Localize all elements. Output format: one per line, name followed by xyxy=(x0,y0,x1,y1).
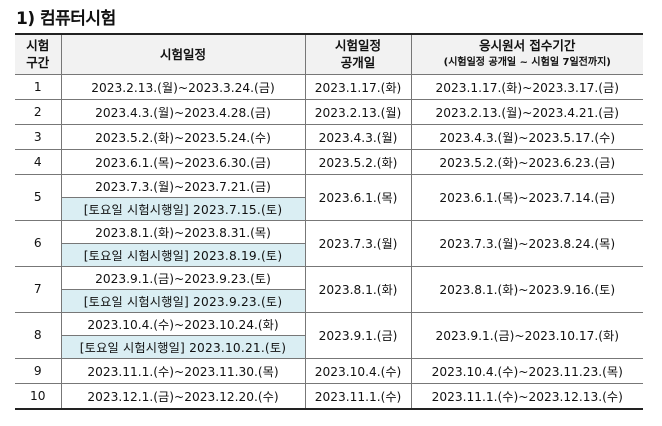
saturday-exam-cell: [토요일 시험시행일] 2023.7.15.(토) xyxy=(61,196,305,221)
saturday-exam-cell: [토요일 시험시행일] 2023.10.21.(토) xyxy=(61,334,305,359)
receipt-period-cell: 2023.4.3.(월)~2023.5.17.(수) xyxy=(410,123,643,150)
table-row: 1 2023.2.13.(월)~2023.3.24.(금) 2023.1.17.… xyxy=(15,73,643,100)
table-row: 7 2023.9.1.(금)~2023.9.23.(토) 2023.8.1.(화… xyxy=(15,265,643,313)
receipt-period-cell: 2023.5.2.(화)~2023.6.23.(금) xyxy=(410,148,643,175)
saturday-exam-cell: [토요일 시험시행일] 2023.8.19.(토) xyxy=(61,242,305,267)
table-row: 10 2023.12.1.(금)~2023.12.20.(수) 2023.11.… xyxy=(15,382,643,409)
announce-date-cell: 2023.2.13.(월) xyxy=(304,98,412,125)
header-exam-schedule: 시험일정 xyxy=(60,34,306,75)
table-row: 2 2023.4.3.(월)~2023.4.28.(금) 2023.2.13.(… xyxy=(15,98,643,125)
header-section-line1: 시험 xyxy=(26,38,50,54)
exam-schedule-table: 시험 구간 시험일정 시험일정 공개일 응시원서 접수기간 (시험일정 공개일 … xyxy=(15,33,643,410)
saturday-exam-cell: [토요일 시험시행일] 2023.9.23.(토) xyxy=(61,288,305,313)
announce-date-cell: 2023.7.3.(월) xyxy=(304,219,412,267)
section-cell: 1 xyxy=(15,73,62,100)
header-receipt-period: 응시원서 접수기간 (시험일정 공개일 ~ 시험일 7일전까지) xyxy=(410,34,643,75)
announce-date-cell: 2023.6.1.(목) xyxy=(304,173,412,221)
header-announce-date: 시험일정 공개일 xyxy=(304,34,412,75)
exam-period-cell: 2023.7.3.(월)~2023.7.21.(금) xyxy=(60,173,306,198)
table-row: 3 2023.5.2.(화)~2023.5.24.(수) 2023.4.3.(월… xyxy=(15,123,643,150)
announce-date-cell: 2023.4.3.(월) xyxy=(304,123,412,150)
announce-date-cell: 2023.10.4.(수) xyxy=(304,357,412,384)
exam-period-cell: 2023.12.1.(금)~2023.12.20.(수) xyxy=(60,382,306,409)
receipt-period-cell: 2023.6.1.(목)~2023.7.14.(금) xyxy=(410,173,643,221)
header-receipt-line1: 응시원서 접수기간 xyxy=(479,38,576,54)
table-subrow: [토요일 시험시행일] 2023.9.23.(토) xyxy=(15,288,643,313)
header-announce-line1: 시험일정 xyxy=(334,38,381,54)
receipt-period-cell: 2023.7.3.(월)~2023.8.24.(목) xyxy=(410,219,643,267)
section-cell: 5 xyxy=(15,173,62,221)
section-cell: 7 xyxy=(15,265,62,313)
receipt-period-cell: 2023.8.1.(화)~2023.9.16.(토) xyxy=(410,265,643,313)
section-cell: 6 xyxy=(15,219,62,267)
section-cell: 2 xyxy=(15,98,62,125)
header-row: 시험 구간 시험일정 시험일정 공개일 응시원서 접수기간 (시험일정 공개일 … xyxy=(15,34,643,75)
announce-date-cell: 2023.8.1.(화) xyxy=(304,265,412,313)
exam-period-cell: 2023.11.1.(수)~2023.11.30.(목) xyxy=(60,357,306,384)
section-cell: 4 xyxy=(15,148,62,175)
table-subrow: [토요일 시험시행일] 2023.8.19.(토) xyxy=(15,242,643,267)
header-section: 시험 구간 xyxy=(15,34,62,75)
announce-date-cell: 2023.1.17.(화) xyxy=(304,73,412,100)
exam-period-cell: 2023.8.1.(화)~2023.8.31.(목) xyxy=(60,219,306,244)
table-row: 5 2023.7.3.(월)~2023.7.21.(금) 2023.6.1.(목… xyxy=(15,173,643,221)
section-cell: 10 xyxy=(15,382,62,409)
header-receipt-line2: (시험일정 공개일 ~ 시험일 7일전까지) xyxy=(443,57,611,69)
announce-date-cell: 2023.5.2.(화) xyxy=(304,148,412,175)
announce-date-cell: 2023.9.1.(금) xyxy=(304,311,412,359)
receipt-period-cell: 2023.11.1.(수)~2023.12.13.(수) xyxy=(410,382,643,409)
header-section-line2: 구간 xyxy=(26,55,50,71)
header-announce-line2: 공개일 xyxy=(340,55,376,71)
exam-period-cell: 2023.10.4.(수)~2023.10.24.(화) xyxy=(60,311,306,336)
exam-period-cell: 2023.4.3.(월)~2023.4.28.(금) xyxy=(60,98,306,125)
table-row: 4 2023.6.1.(목)~2023.6.30.(금) 2023.5.2.(화… xyxy=(15,148,643,175)
section-cell: 8 xyxy=(15,311,62,359)
receipt-period-cell: 2023.9.1.(금)~2023.10.17.(화) xyxy=(410,311,643,359)
table-subrow: [토요일 시험시행일] 2023.7.15.(토) xyxy=(15,196,643,221)
table-row: 8 2023.10.4.(수)~2023.10.24.(화) 2023.9.1.… xyxy=(15,311,643,359)
receipt-period-cell: 2023.1.17.(화)~2023.3.17.(금) xyxy=(410,73,643,100)
receipt-period-cell: 2023.2.13.(월)~2023.4.21.(금) xyxy=(410,98,643,125)
section-cell: 3 xyxy=(15,123,62,150)
exam-period-cell: 2023.5.2.(화)~2023.5.24.(수) xyxy=(60,123,306,150)
receipt-period-cell: 2023.10.4.(수)~2023.11.23.(목) xyxy=(410,357,643,384)
exam-period-cell: 2023.6.1.(목)~2023.6.30.(금) xyxy=(60,148,306,175)
exam-period-cell: 2023.2.13.(월)~2023.3.24.(금) xyxy=(60,73,306,100)
announce-date-cell: 2023.11.1.(수) xyxy=(304,382,412,409)
section-title: 1) 컴퓨터시험 xyxy=(16,9,116,29)
table-row: 6 2023.8.1.(화)~2023.8.31.(목) 2023.7.3.(월… xyxy=(15,219,643,267)
exam-period-cell: 2023.9.1.(금)~2023.9.23.(토) xyxy=(60,265,306,290)
section-cell: 9 xyxy=(15,357,62,384)
table-row: 9 2023.11.1.(수)~2023.11.30.(목) 2023.10.4… xyxy=(15,357,643,384)
table-subrow: [토요일 시험시행일] 2023.10.21.(토) xyxy=(15,334,643,359)
